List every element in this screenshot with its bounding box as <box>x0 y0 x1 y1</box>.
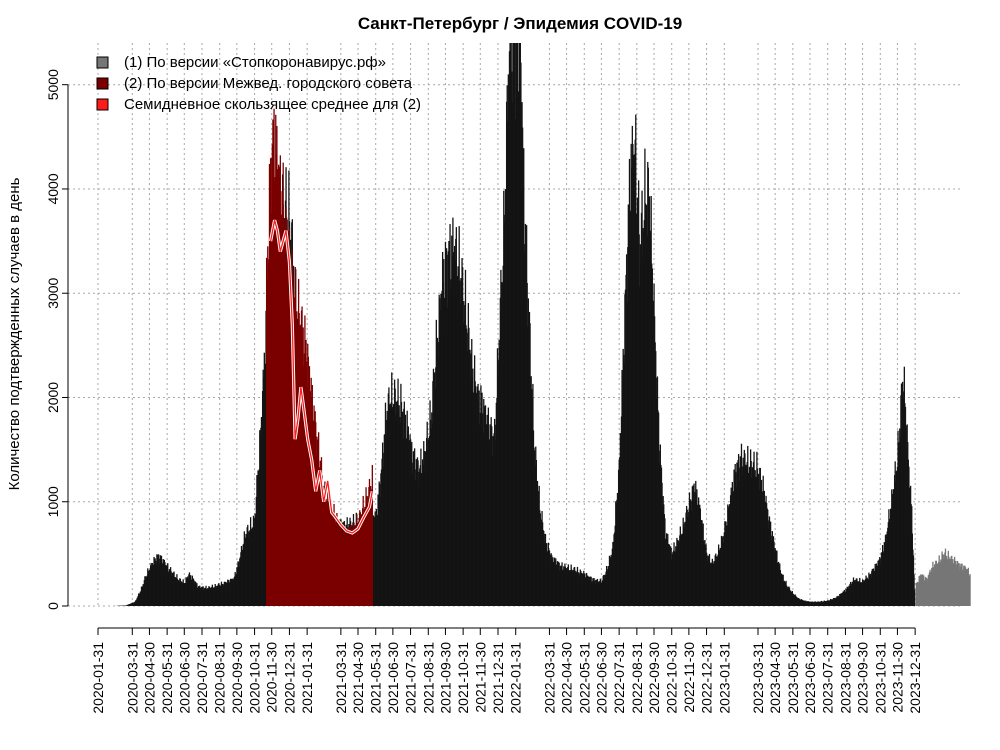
x-tick-label: 2023-07-31 <box>820 642 836 714</box>
y-tick-label: 1000 <box>45 486 61 517</box>
x-tick-label: 2020-04-30 <box>141 642 157 714</box>
x-tick-label: 2021-03-31 <box>333 642 349 714</box>
x-tick-label: 2020-11-30 <box>264 642 280 713</box>
x-tick-label: 2022-12-31 <box>699 642 715 714</box>
y-tick-label: 0 <box>45 602 61 610</box>
legend-label: (2) По версии Межвед. городского совета <box>124 75 413 92</box>
x-tick-label: 2020-01-31 <box>90 642 106 714</box>
x-tick-label: 2020-09-30 <box>229 642 245 714</box>
x-tick-label: 2020-05-31 <box>159 642 175 714</box>
bar <box>969 574 971 606</box>
y-tick-label: 5000 <box>45 69 61 100</box>
bar <box>371 464 373 606</box>
x-tick-label: 2023-01-31 <box>716 642 732 714</box>
legend-swatch <box>96 56 109 69</box>
legend-label: Семидневное скользящее среднее для (2) <box>124 96 421 113</box>
x-tick-label: 2023-12-31 <box>907 642 923 714</box>
x-tick-label: 2022-08-31 <box>629 642 645 714</box>
y-tick-label: 2000 <box>45 382 61 413</box>
x-tick-label: 2020-10-31 <box>247 642 263 714</box>
x-tick-label: 2021-04-30 <box>350 642 366 714</box>
x-tick-label: 2022-07-31 <box>611 642 627 714</box>
x-tick-label: 2022-01-31 <box>508 642 524 714</box>
x-tick-label: 2021-08-31 <box>420 642 436 714</box>
legend-label: (1) По версии «Стопкоронавирус.рф» <box>124 54 386 71</box>
x-tick-label: 2021-05-31 <box>368 642 384 714</box>
series-bars-1 <box>915 548 971 606</box>
x-tick-label: 2020-07-31 <box>194 642 210 714</box>
series-layer <box>115 43 971 607</box>
x-tick-label: 2022-03-31 <box>541 642 557 714</box>
x-tick-label: 2021-12-31 <box>490 642 506 714</box>
x-tick-label: 2022-04-30 <box>559 642 575 714</box>
legend-swatch <box>96 98 109 111</box>
x-tick-label: 2021-09-30 <box>437 642 453 714</box>
x-tick-label: 2023-08-31 <box>837 642 853 714</box>
legend-swatch <box>96 77 109 90</box>
y-tick-label: 4000 <box>45 173 61 204</box>
x-tick-label: 2022-09-30 <box>646 642 662 714</box>
x-tick-label: 2021-07-31 <box>403 642 419 714</box>
x-tick-label: 2021-06-30 <box>385 642 401 714</box>
chart-title: Санкт-Петербург / Эпидемия COVID-19 <box>358 14 682 33</box>
x-tick-label: 2022-05-31 <box>576 642 592 714</box>
x-tick-label: 2023-10-31 <box>872 642 888 714</box>
x-tick-label: 2023-04-30 <box>767 642 783 714</box>
moving-average-line <box>269 220 373 534</box>
x-tick-label: 2023-06-30 <box>802 642 818 714</box>
axes: 0 1000 2000 3000 4000 5000 2020-01-31 2020-03-3… <box>45 69 923 714</box>
x-tick-label: 2022-10-31 <box>664 642 680 714</box>
legend: (1) По версии «Стопкоронавирус.рф» (2) По… <box>96 54 421 113</box>
x-tick-label: 2023-03-31 <box>750 642 766 714</box>
y-tick-label: 3000 <box>45 277 61 308</box>
x-tick-label: 2021-11-30 <box>472 642 488 713</box>
x-tick-label: 2021-01-31 <box>299 642 315 714</box>
x-tick-label: 2023-09-30 <box>855 642 871 714</box>
x-tick-label: 2022-11-30 <box>681 642 697 713</box>
x-tick-label: 2022-06-30 <box>593 642 609 714</box>
bar <box>913 589 916 606</box>
x-tick-label: 2023-05-31 <box>785 642 801 714</box>
x-tick-label: 2023-11-30 <box>889 642 905 713</box>
y-axis-label: Количество подтвержденных случаев в день <box>6 177 23 490</box>
x-tick-label: 2020-12-31 <box>281 642 297 714</box>
x-tick-label: 2020-03-31 <box>124 642 140 714</box>
x-tick-label: 2020-06-30 <box>176 642 192 714</box>
x-tick-label: 2020-08-31 <box>212 642 228 714</box>
x-tick-label: 2021-10-31 <box>455 642 471 714</box>
